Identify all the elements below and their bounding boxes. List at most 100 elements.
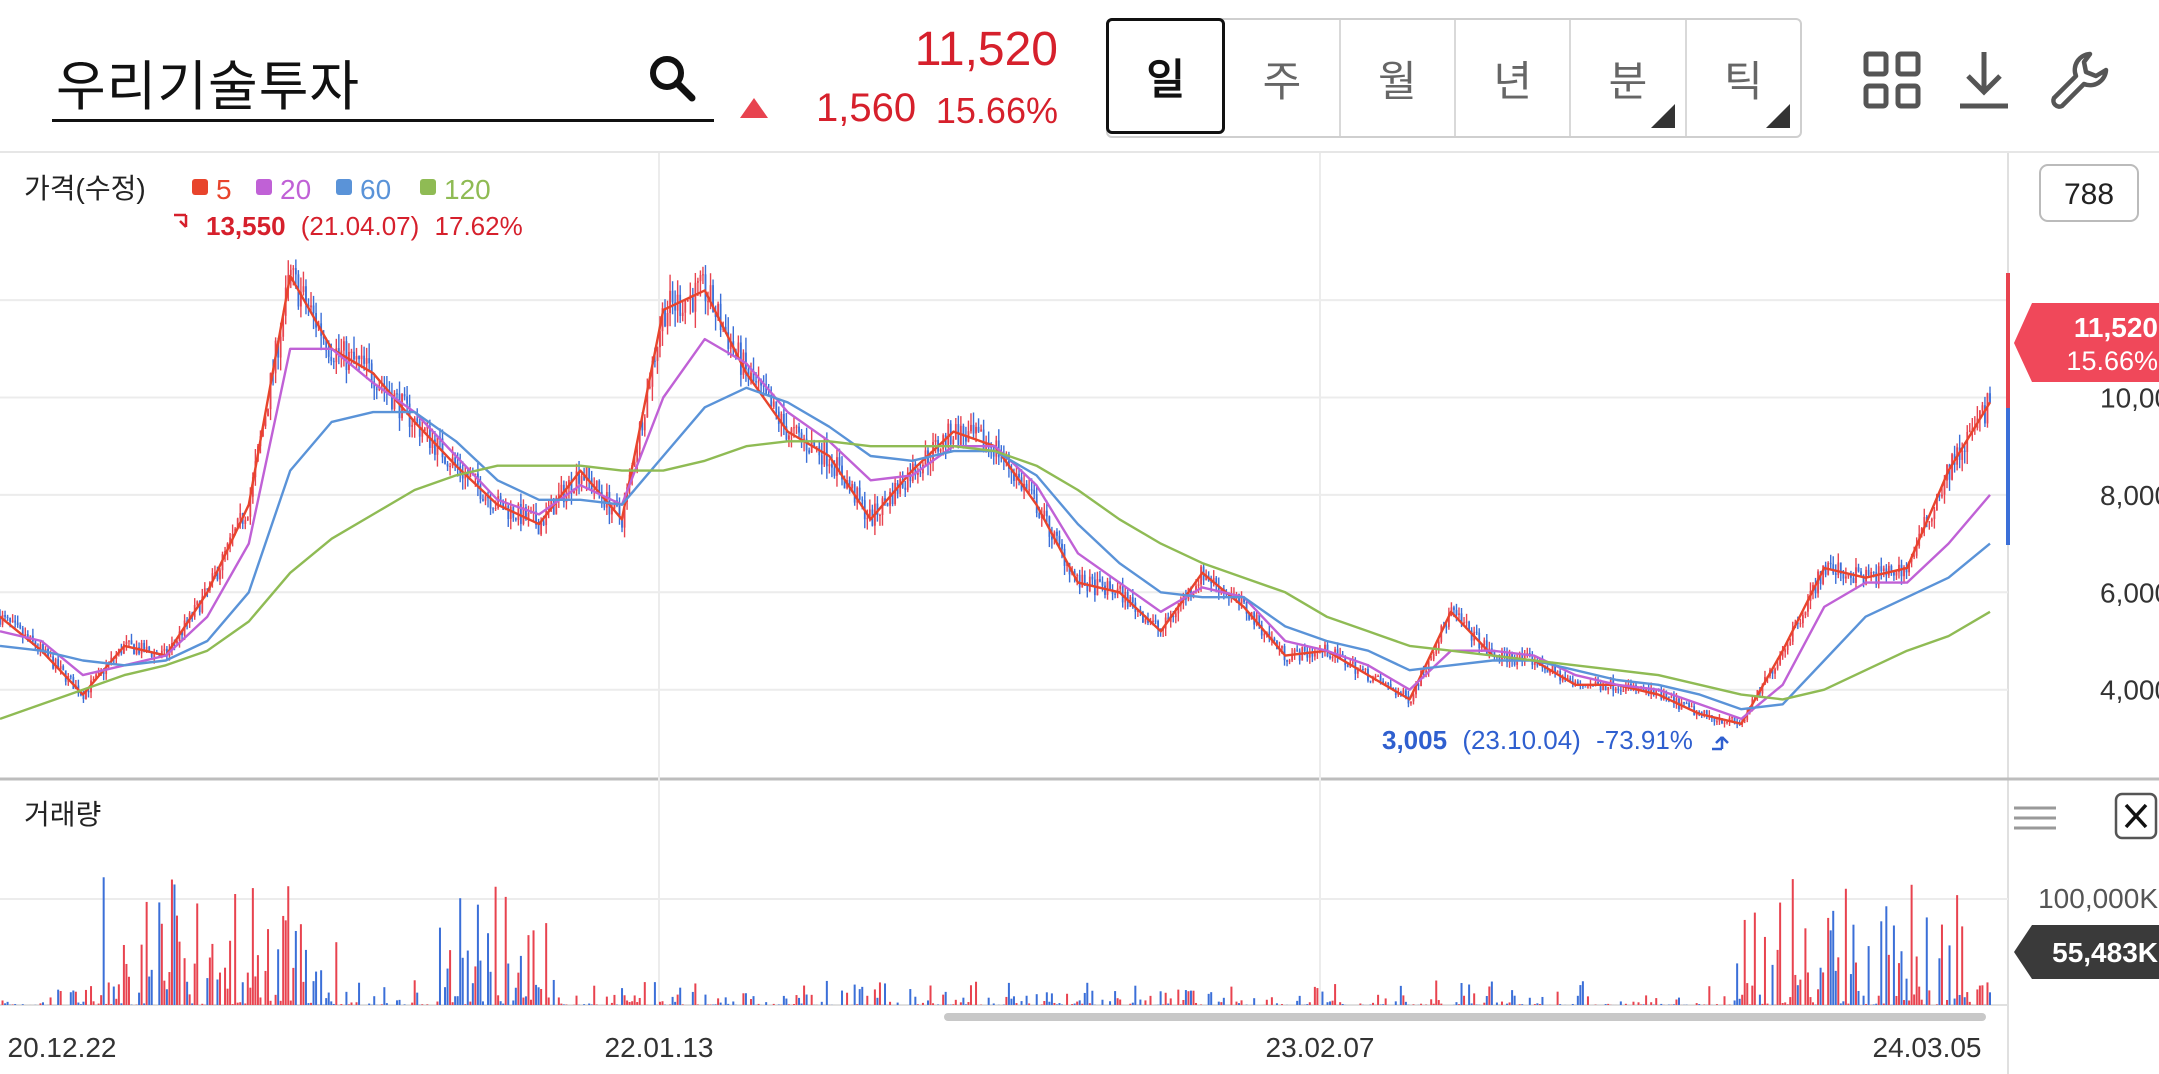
candle-body [798,426,800,433]
volume-bar [1506,1003,1509,1005]
candle-body [742,352,745,375]
volume-bar [1581,981,1584,1005]
search-button[interactable] [646,52,698,104]
volume-bar [125,963,128,1005]
volume-bar [1579,985,1582,1005]
settings-button[interactable] [2046,48,2110,112]
candle-body [6,616,9,618]
candle-body [446,463,449,467]
volume-bar [1334,984,1337,1005]
volume-bar [926,1000,929,1005]
volume-bar [1576,995,1579,1005]
candle-count-box[interactable] [2039,164,2139,222]
volume-bar [1457,1004,1460,1005]
candle-body [1604,686,1607,690]
candle-body [310,305,312,308]
volume-bar [522,997,525,1005]
candle-body [1000,457,1003,459]
candle-body [1837,562,1840,575]
candle-body [1437,641,1440,650]
volume-bar [1905,978,1908,1005]
candle-body [1569,678,1572,682]
download-button[interactable] [1952,48,2016,112]
volume-bar [909,989,912,1005]
volume-bar [717,998,720,1005]
candle-body [1313,653,1316,657]
current-price: 11,520 [914,23,1058,76]
candle-body [1215,577,1218,586]
volume-bar [77,1002,80,1005]
volume-menu-button[interactable] [2014,806,2056,830]
tab-month[interactable]: 월 [1341,20,1456,136]
candle-body [1576,681,1579,684]
candle-body [1281,646,1283,649]
volume-bar [1675,999,1678,1005]
candle-body [1346,665,1349,668]
volume-bar [201,1003,204,1005]
candle-body [1045,510,1048,517]
candle-body [449,465,451,467]
candle-body [1655,689,1658,695]
candle-body [1989,393,1991,403]
candle-body [1943,480,1946,495]
volume-bar [975,981,978,1005]
volume-bar [499,1001,502,1005]
volume-bar [1956,895,1959,1005]
candle-body [1073,570,1076,577]
layout-button[interactable] [1860,48,1924,112]
candle-body [1435,649,1438,654]
candle-body [29,635,32,639]
stock-name[interactable]: 우리기술투자 [56,55,361,118]
submenu-corner-icon [1765,104,1790,128]
candle-body [181,631,183,636]
volume-bar [1020,1001,1023,1005]
tab-year[interactable]: 년 [1456,20,1572,136]
volume-bar [1839,1003,1842,1005]
volume-bar [512,1000,515,1005]
volume-bar [1220,1002,1223,1005]
volume-bar [1642,1004,1645,1005]
candle-body [305,286,307,305]
stock-chart[interactable]: 가격(수정) 5 20 60 120 788 13,550 (21.04.07)… [0,153,2159,1074]
volume-bar [74,991,77,1005]
candle-body [229,537,232,544]
tab-minute[interactable]: 분 [1571,20,1687,136]
volume-bar [1918,986,1921,1005]
candle-body [593,488,596,490]
volume-bar [1005,996,1008,1005]
candle-body [750,372,752,379]
volume-bar [1071,1004,1074,1005]
price-tick: 8,000 [2100,480,2159,511]
candle-body [1746,713,1749,720]
candle-body [1652,687,1655,695]
tab-day[interactable]: 일 [1106,18,1226,134]
volume-bar [1253,998,1256,1005]
candle-body [1043,510,1046,516]
candle-body [1157,621,1159,630]
volume-bar [294,930,297,1005]
candle-body [633,462,636,466]
candle-body [474,473,477,476]
volume-bar [39,1003,42,1005]
stock-search-box[interactable]: 우리기술투자 [52,36,714,122]
candle-body [669,290,671,313]
volume-bar [1619,1001,1622,1005]
volume-bar [846,992,849,1005]
volume-bar [757,1003,760,1005]
candle-body [345,341,348,371]
volume-bar [1091,990,1094,1005]
tab-tick[interactable]: 틱 [1687,20,1800,136]
volume-bar [269,1000,272,1005]
tab-week[interactable]: 주 [1225,20,1341,136]
candle-body [1460,613,1463,624]
ma-line-20 [0,337,1991,721]
volume-bar [218,972,221,1005]
candle-body [1210,580,1213,584]
candle-body [150,651,153,657]
volume-close-button[interactable] [2114,792,2158,840]
volume-bar [1862,995,1865,1005]
candle-body [891,491,894,504]
volume-bar [1473,993,1476,1005]
volume-bar [115,998,118,1005]
horizontal-scrollbar[interactable] [944,1013,1986,1021]
